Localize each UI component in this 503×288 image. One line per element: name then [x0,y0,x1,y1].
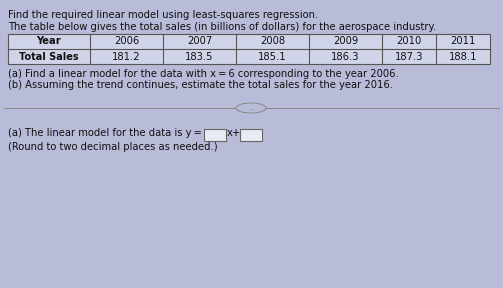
Text: 181.2: 181.2 [112,52,141,62]
Text: 187.3: 187.3 [395,52,423,62]
Ellipse shape [236,103,266,113]
Text: 2009: 2009 [333,37,358,46]
Text: 2011: 2011 [450,37,476,46]
Text: Total Sales: Total Sales [19,52,79,62]
Text: (Round to two decimal places as needed.): (Round to two decimal places as needed.) [8,142,218,152]
Text: 185.1: 185.1 [258,52,287,62]
Bar [8,34,490,64]
Text: The table below gives the total sales (in billions of dollars) for the aerospace: The table below gives the total sales (i… [8,22,436,32]
Text: 183.5: 183.5 [185,52,214,62]
Bar [204,129,226,141]
Text: 2008: 2008 [260,37,285,46]
Text: 186.3: 186.3 [331,52,360,62]
Text: 188.1: 188.1 [449,52,477,62]
Text: x+: x+ [227,128,241,138]
Text: Find the required linear model using least-squares regression.: Find the required linear model using lea… [8,10,318,20]
Text: ...: ... [248,105,254,111]
Text: Year: Year [37,37,61,46]
Text: 2006: 2006 [114,37,139,46]
Text: 2007: 2007 [187,37,212,46]
Text: (b) Assuming the trend continues, estimate the total sales for the year 2016.: (b) Assuming the trend continues, estima… [8,80,393,90]
Bar [240,129,262,141]
Text: (a) Find a linear model for the data with x = 6 corresponding to the year 2006.: (a) Find a linear model for the data wit… [8,69,399,79]
Text: (a) The linear model for the data is y =: (a) The linear model for the data is y = [8,128,202,138]
Text: 2010: 2010 [396,37,422,46]
